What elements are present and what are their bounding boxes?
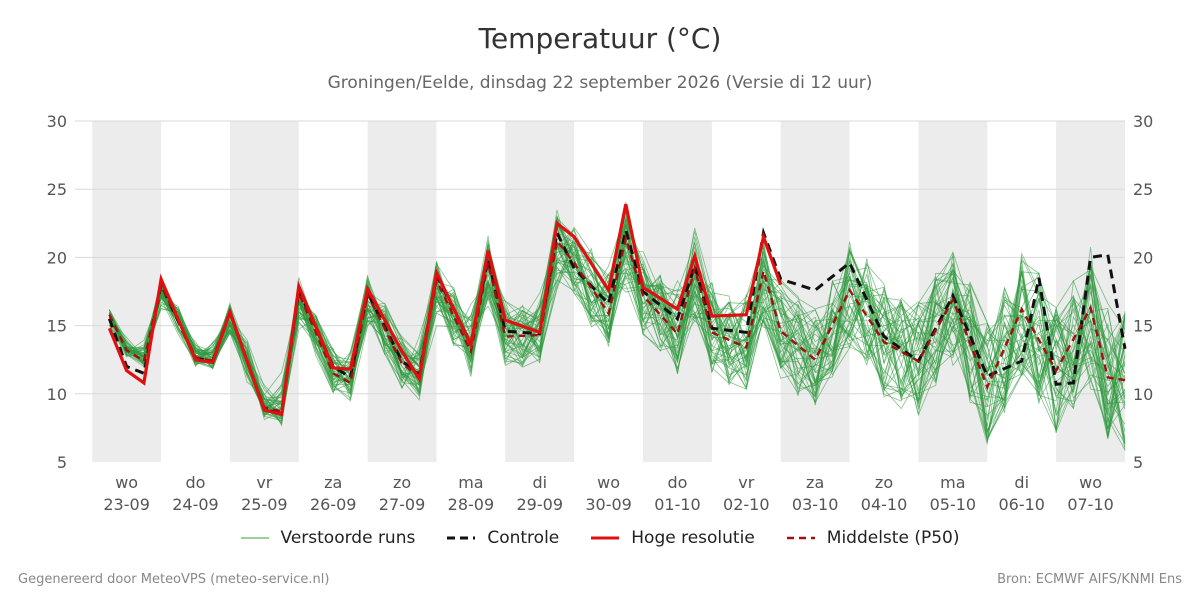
footer-source: Bron: ECMWF AIFS/KNMI Ens xyxy=(997,572,1182,587)
x-tick-day-14: wo xyxy=(1079,473,1102,492)
x-tick-day-7: wo xyxy=(597,473,620,492)
ensemble-member-42 xyxy=(109,216,1126,441)
y-tick-left-20: 20 xyxy=(47,248,67,267)
y-tick-left-10: 10 xyxy=(47,385,67,404)
x-tick-date-14: 07-10 xyxy=(1067,495,1114,514)
day-band-0 xyxy=(92,121,162,462)
legend-item-control: Controle xyxy=(447,528,559,548)
legend-item-perturbed: Verstoorde runs xyxy=(240,528,416,548)
day-band-6 xyxy=(505,121,575,462)
x-tick-day-6: di xyxy=(532,473,547,492)
x-tick-day-5: ma xyxy=(458,473,483,492)
legend-label-perturbed: Verstoorde runs xyxy=(280,528,416,548)
x-tick-date-13: 06-10 xyxy=(998,495,1045,514)
x-tick-date-9: 02-10 xyxy=(723,495,770,514)
legend-swatch-control xyxy=(447,536,476,540)
x-tick-date-7: 30-09 xyxy=(585,495,632,514)
footer-generator: Gegenereerd door MeteoVPS (meteo-service… xyxy=(18,572,330,587)
x-tick-day-12: ma xyxy=(940,473,965,492)
legend-item-hires: Hoge resolutie xyxy=(591,528,755,548)
legend-swatch-hires xyxy=(591,536,620,540)
x-tick-day-4: zo xyxy=(393,473,411,492)
series-median xyxy=(108,233,1126,413)
y-tick-left-30: 30 xyxy=(47,112,67,131)
legend: Verstoorde runs Controle Hoge resolutie … xyxy=(0,528,1200,548)
series-hires xyxy=(107,203,783,417)
x-tick-day-1: do xyxy=(186,473,206,492)
ensemble-member-41 xyxy=(109,231,1126,440)
y-tick-right-5: 5 xyxy=(1133,453,1143,472)
chart-subtitle: Groningen/Eelde, dinsdag 22 september 20… xyxy=(327,73,873,93)
x-tick-day-8: do xyxy=(667,473,687,492)
y-tick-left-5: 5 xyxy=(57,453,67,472)
x-tick-day-13: di xyxy=(1014,473,1029,492)
x-tick-day-10: za xyxy=(806,473,824,492)
x-tick-date-3: 26-09 xyxy=(310,495,357,514)
x-tick-date-11: 04-10 xyxy=(861,495,908,514)
ensemble-member-48 xyxy=(109,209,1126,439)
ensemble-member-50 xyxy=(109,242,1126,408)
legend-label-median: Middelste (P50) xyxy=(826,528,960,548)
x-tick-day-0: wo xyxy=(115,473,138,492)
legend-label-control: Controle xyxy=(487,528,560,548)
x-tick-date-8: 01-10 xyxy=(654,495,701,514)
x-tick-date-5: 28-09 xyxy=(448,495,495,514)
legend-label-hires: Hoge resolutie xyxy=(631,528,755,548)
x-tick-day-9: vr xyxy=(738,473,754,492)
x-tick-day-3: za xyxy=(324,473,342,492)
x-tick-date-12: 05-10 xyxy=(930,495,977,514)
chart-title: Temperatuur (°C) xyxy=(478,22,722,55)
y-tick-right-10: 10 xyxy=(1133,385,1153,404)
x-tick-date-6: 29-09 xyxy=(517,495,564,514)
y-tick-left-25: 25 xyxy=(47,180,67,199)
y-tick-right-25: 25 xyxy=(1133,180,1153,199)
legend-swatch-perturbed xyxy=(240,537,269,539)
y-tick-right-20: 20 xyxy=(1133,248,1153,267)
x-tick-date-10: 03-10 xyxy=(792,495,839,514)
x-tick-date-0: 23-09 xyxy=(103,495,150,514)
x-tick-date-2: 25-09 xyxy=(241,495,288,514)
y-tick-right-15: 15 xyxy=(1133,317,1153,336)
x-tick-date-1: 24-09 xyxy=(172,495,219,514)
day-band-4 xyxy=(367,121,437,462)
legend-item-median: Middelste (P50) xyxy=(786,528,960,548)
x-tick-day-2: vr xyxy=(256,473,272,492)
legend-swatch-median xyxy=(786,536,815,540)
y-tick-left-15: 15 xyxy=(47,317,67,336)
x-tick-date-4: 27-09 xyxy=(379,495,426,514)
y-tick-right-30: 30 xyxy=(1133,112,1153,131)
x-tick-day-11: zo xyxy=(875,473,893,492)
